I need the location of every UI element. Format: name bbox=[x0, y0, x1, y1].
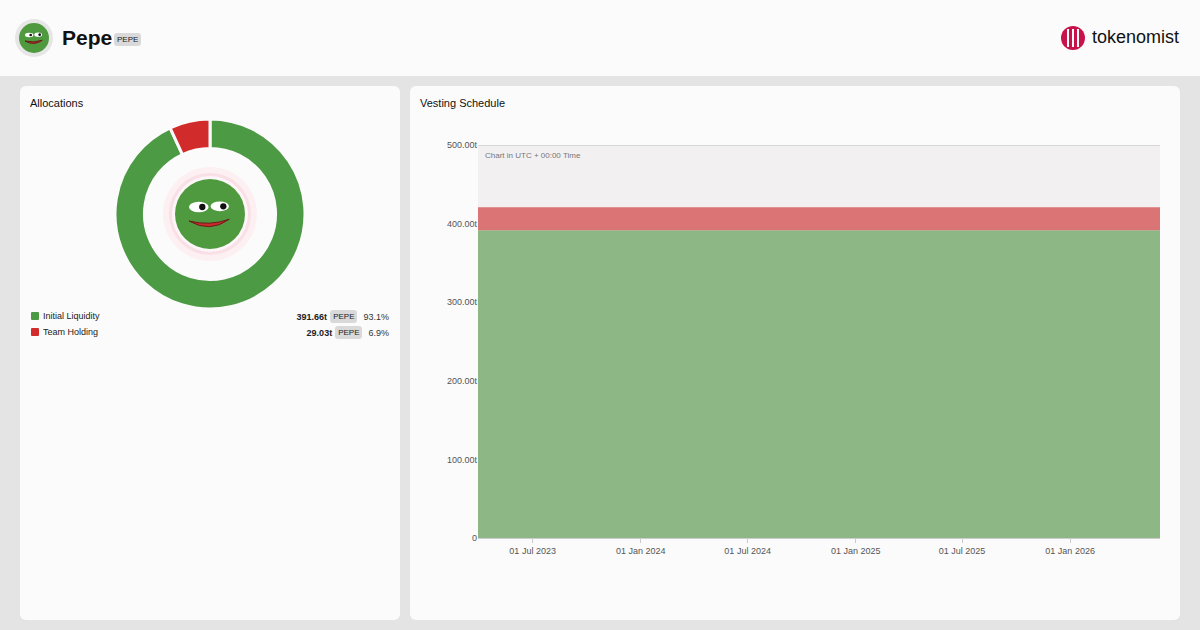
html-text:PEPE: PEPE bbox=[117, 35, 139, 44]
html-text:PEPE: PEPE bbox=[338, 328, 360, 337]
svg-text:400.00t: 400.00t bbox=[447, 219, 478, 229]
html-text:93.1%: 93.1% bbox=[363, 311, 389, 322]
svg-text:01 Jul 2023: 01 Jul 2023 bbox=[509, 546, 556, 556]
html-text:Team Holding: Team Holding bbox=[43, 327, 98, 337]
html-text:Initial Liquidity: Initial Liquidity bbox=[43, 311, 100, 321]
html-text:29.03t: 29.03t bbox=[306, 327, 333, 338]
html-text:tokenomist: tokenomist bbox=[1092, 27, 1179, 47]
svg-text:01 Jan 2024: 01 Jan 2024 bbox=[616, 546, 666, 556]
html-text:Vesting Schedule: Vesting Schedule bbox=[420, 97, 505, 109]
svg-text:500.00t: 500.00t bbox=[447, 140, 478, 150]
svg-text:01 Jan 2026: 01 Jan 2026 bbox=[1045, 546, 1095, 556]
html-text:Allocations: Allocations bbox=[30, 97, 84, 109]
svg-text:Chart in UTC + 00:00 Time: Chart in UTC + 00:00 Time bbox=[485, 151, 581, 160]
html-text:6.9%: 6.9% bbox=[368, 327, 389, 338]
svg-text:01 Jul 2025: 01 Jul 2025 bbox=[939, 546, 986, 556]
svg-text:300.00t: 300.00t bbox=[447, 297, 478, 307]
html-text:PEPE: PEPE bbox=[333, 312, 355, 321]
svg-text:01 Jul 2024: 01 Jul 2024 bbox=[724, 546, 771, 556]
svg-text:01 Jan 2025: 01 Jan 2025 bbox=[831, 546, 881, 556]
html-text:Pepe: Pepe bbox=[62, 26, 113, 49]
html-text:391.66t: 391.66t bbox=[296, 311, 328, 322]
svg-text:0: 0 bbox=[472, 533, 477, 543]
svg-text:100.00t: 100.00t bbox=[447, 455, 478, 465]
svg-text:200.00t: 200.00t bbox=[447, 376, 478, 386]
